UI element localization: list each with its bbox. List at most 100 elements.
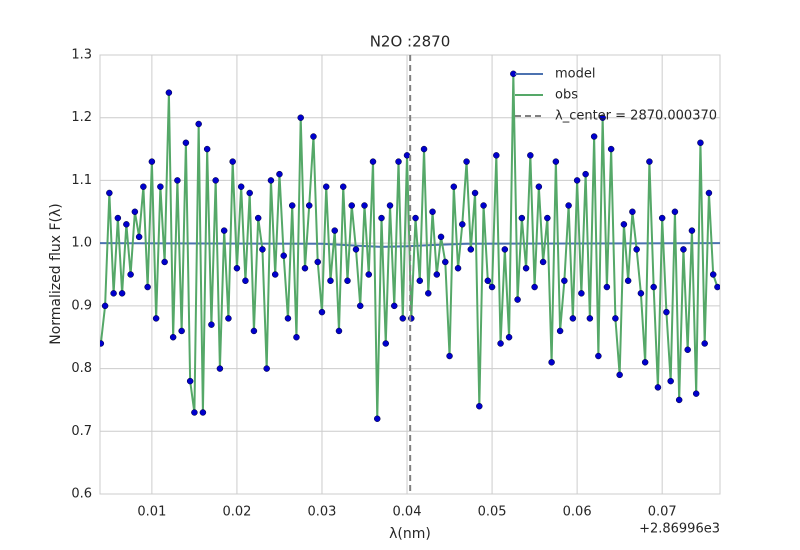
obs-marker bbox=[195, 120, 202, 128]
obs-marker bbox=[259, 246, 266, 253]
obs-marker bbox=[522, 264, 530, 272]
y-tick-label: 0.8 bbox=[71, 361, 92, 376]
obs-marker bbox=[310, 133, 317, 140]
obs-marker bbox=[327, 277, 334, 285]
obs-marker bbox=[497, 340, 504, 347]
obs-marker bbox=[369, 158, 377, 165]
obs-marker bbox=[629, 208, 636, 216]
obs-marker bbox=[106, 189, 113, 197]
obs-marker bbox=[493, 152, 500, 159]
obs-marker bbox=[595, 352, 602, 360]
obs-marker bbox=[569, 315, 577, 322]
obs-marker bbox=[165, 89, 173, 96]
obs-marker bbox=[220, 227, 228, 234]
obs-marker bbox=[663, 308, 670, 316]
y-tick-label: 0.6 bbox=[71, 487, 92, 502]
obs-marker bbox=[208, 321, 215, 328]
legend-label: λ_center = 2870.000370 bbox=[555, 109, 717, 124]
obs-marker bbox=[301, 264, 309, 272]
obs-marker bbox=[637, 290, 645, 297]
obs-marker bbox=[641, 359, 649, 366]
x-tick-label: 0.04 bbox=[393, 505, 422, 520]
obs-marker bbox=[446, 352, 453, 360]
obs-marker bbox=[620, 221, 628, 228]
obs-marker bbox=[586, 315, 594, 322]
obs-marker bbox=[114, 214, 122, 222]
obs-marker bbox=[314, 258, 321, 266]
obs-marker bbox=[709, 271, 717, 278]
obs-marker bbox=[216, 365, 224, 372]
obs-marker bbox=[246, 189, 253, 197]
obs-marker bbox=[374, 415, 381, 422]
obs-marker bbox=[378, 214, 385, 222]
plot-area bbox=[100, 70, 720, 422]
obs-marker bbox=[607, 145, 615, 153]
y-axis-label: Normalized flux F(λ) bbox=[48, 203, 64, 345]
obs-marker bbox=[578, 290, 585, 297]
obs-marker bbox=[169, 333, 177, 341]
obs-marker bbox=[471, 189, 479, 197]
obs-marker bbox=[692, 390, 700, 397]
x-tick-label: 0.06 bbox=[563, 505, 592, 520]
obs-marker bbox=[161, 258, 168, 266]
obs-marker bbox=[403, 152, 411, 159]
obs-marker bbox=[429, 208, 436, 216]
obs-marker bbox=[361, 202, 368, 209]
obs-marker bbox=[501, 246, 509, 253]
obs-marker bbox=[118, 290, 126, 297]
obs-marker bbox=[242, 277, 249, 285]
obs-marker bbox=[131, 208, 139, 216]
obs-marker bbox=[624, 277, 632, 285]
y-tick-label: 1.2 bbox=[71, 110, 92, 125]
y-tick-label: 0.9 bbox=[71, 298, 92, 313]
obs-marker bbox=[144, 283, 151, 291]
obs-marker bbox=[186, 377, 194, 385]
y-tick-label: 0.7 bbox=[71, 424, 92, 439]
obs-marker bbox=[348, 202, 355, 209]
y-tick-label: 1.3 bbox=[71, 48, 92, 63]
obs-marker bbox=[110, 290, 117, 297]
obs-marker bbox=[437, 233, 445, 241]
legend-label: obs bbox=[555, 88, 578, 103]
obs-marker bbox=[395, 158, 402, 165]
obs-marker bbox=[254, 214, 262, 222]
obs-marker bbox=[174, 177, 181, 184]
obs-marker bbox=[505, 333, 513, 341]
obs-marker bbox=[442, 258, 449, 266]
obs-marker bbox=[101, 302, 109, 310]
obs-marker bbox=[305, 202, 313, 209]
obs-marker bbox=[454, 264, 462, 272]
obs-marker bbox=[399, 315, 407, 322]
obs-marker bbox=[250, 327, 258, 335]
obs-marker bbox=[573, 177, 581, 184]
obs-marker bbox=[654, 384, 662, 391]
obs-marker bbox=[412, 214, 419, 222]
obs-marker bbox=[225, 315, 232, 322]
obs-marker bbox=[514, 296, 521, 303]
obs-marker bbox=[135, 233, 143, 241]
obs-marker bbox=[535, 183, 543, 190]
obs-marker bbox=[556, 327, 564, 335]
obs-marker bbox=[391, 302, 398, 310]
obs-marker bbox=[140, 183, 147, 190]
obs-marker bbox=[450, 183, 458, 190]
obs-marker bbox=[416, 277, 424, 285]
obs-marker bbox=[229, 158, 236, 165]
obs-marker bbox=[182, 139, 190, 147]
obs-marker bbox=[531, 283, 538, 291]
obs-marker bbox=[544, 214, 551, 222]
obs-marker bbox=[697, 139, 704, 147]
obs-marker bbox=[561, 277, 568, 285]
obs-marker bbox=[425, 290, 432, 297]
obs-marker bbox=[199, 409, 207, 416]
obs-marker bbox=[331, 227, 338, 234]
obs-marker bbox=[212, 177, 219, 184]
obs-marker bbox=[352, 246, 360, 253]
obs-marker bbox=[297, 114, 304, 121]
obs-marker bbox=[488, 283, 496, 291]
obs-marker bbox=[582, 170, 589, 178]
obs-marker bbox=[271, 271, 279, 278]
obs-marker bbox=[484, 277, 492, 285]
x-tick-label: 0.05 bbox=[478, 505, 507, 520]
